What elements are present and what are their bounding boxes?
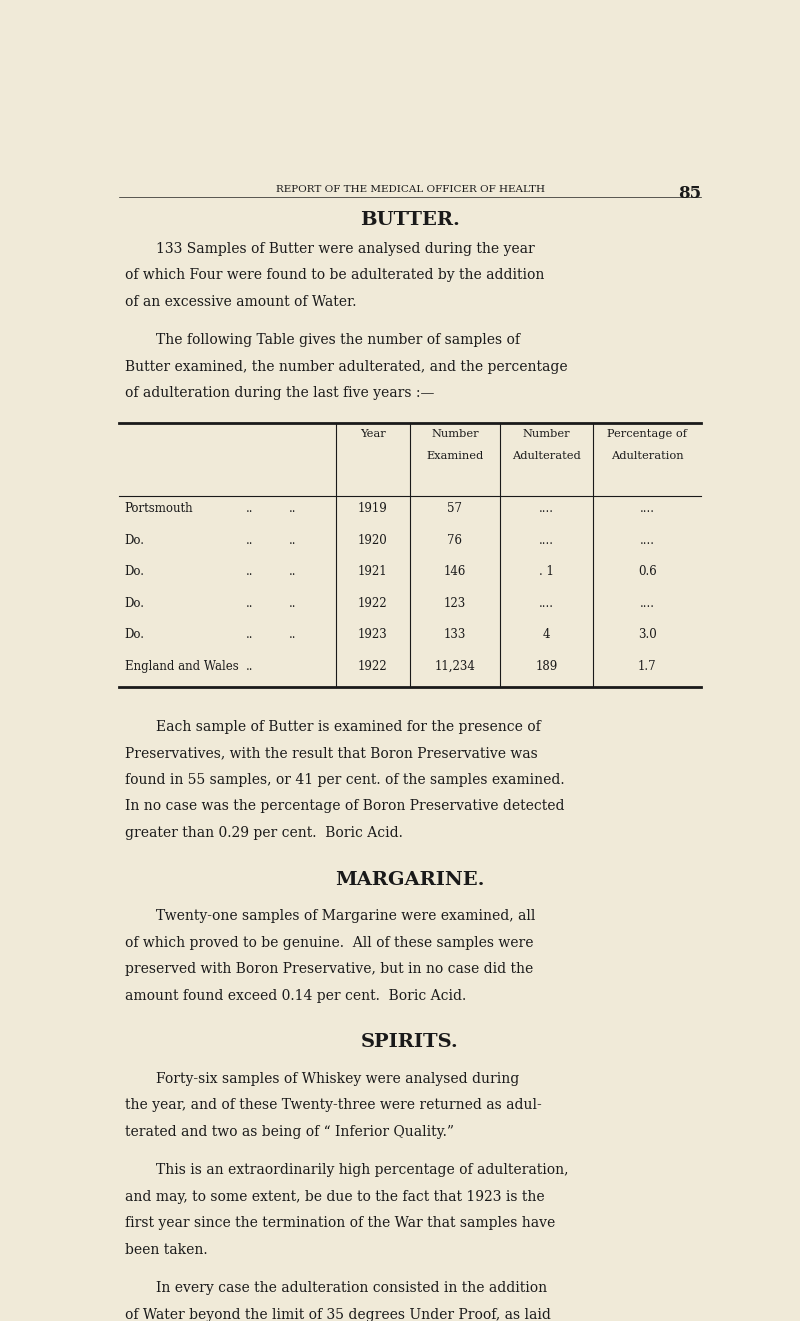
- Text: This is an extraordinarily high percentage of adulteration,: This is an extraordinarily high percenta…: [156, 1164, 568, 1177]
- Text: and may, to some extent, be due to the fact that 1923 is the: and may, to some extent, be due to the f…: [125, 1190, 545, 1203]
- Text: of which proved to be genuine.  All of these samples were: of which proved to be genuine. All of th…: [125, 935, 534, 950]
- Text: 0.6: 0.6: [638, 565, 657, 579]
- Text: The following Table gives the number of samples of: The following Table gives the number of …: [156, 333, 520, 347]
- Text: preserved with Boron Preservative, but in no case did the: preserved with Boron Preservative, but i…: [125, 962, 533, 976]
- Text: 133: 133: [444, 629, 466, 642]
- Text: REPORT OF THE MEDICAL OFFICER OF HEALTH: REPORT OF THE MEDICAL OFFICER OF HEALTH: [275, 185, 545, 194]
- Text: 85: 85: [678, 185, 702, 202]
- Text: Adulterated: Adulterated: [512, 452, 581, 461]
- Text: the year, and of these Twenty-three were returned as adul-: the year, and of these Twenty-three were…: [125, 1098, 542, 1112]
- Text: Do.: Do.: [125, 534, 145, 547]
- Text: ....: ....: [640, 534, 654, 547]
- Text: BUTTER.: BUTTER.: [360, 211, 460, 230]
- Text: ..: ..: [246, 660, 253, 672]
- Text: ..: ..: [246, 502, 253, 515]
- Text: ....: ....: [539, 534, 554, 547]
- Text: ..: ..: [246, 597, 253, 610]
- Text: 3.0: 3.0: [638, 629, 657, 642]
- Text: 146: 146: [444, 565, 466, 579]
- Text: ..: ..: [289, 565, 297, 579]
- Text: ..: ..: [289, 502, 297, 515]
- Text: first year since the termination of the War that samples have: first year since the termination of the …: [125, 1217, 555, 1230]
- Text: SPIRITS.: SPIRITS.: [361, 1033, 459, 1052]
- Text: England and Wales: England and Wales: [125, 660, 238, 672]
- Text: of which Four were found to be adulterated by the addition: of which Four were found to be adulterat…: [125, 268, 544, 283]
- Text: of Water beyond the limit of 35 degrees Under Proof, as laid: of Water beyond the limit of 35 degrees …: [125, 1308, 550, 1321]
- Text: ..: ..: [289, 629, 297, 642]
- Text: Forty-six samples of Whiskey were analysed during: Forty-six samples of Whiskey were analys…: [156, 1071, 519, 1086]
- Text: Butter examined, the number adulterated, and the percentage: Butter examined, the number adulterated,…: [125, 359, 567, 374]
- Text: Portsmouth: Portsmouth: [125, 502, 194, 515]
- Text: of an excessive amount of Water.: of an excessive amount of Water.: [125, 295, 356, 309]
- Text: 1922: 1922: [358, 597, 388, 610]
- Text: 133 Samples of Butter were analysed during the year: 133 Samples of Butter were analysed duri…: [156, 242, 534, 256]
- Text: 57: 57: [447, 502, 462, 515]
- Text: MARGARINE.: MARGARINE.: [335, 871, 485, 889]
- Text: ....: ....: [640, 502, 654, 515]
- Text: ....: ....: [539, 597, 554, 610]
- Text: ..: ..: [246, 565, 253, 579]
- Text: 1921: 1921: [358, 565, 388, 579]
- Text: In every case the adulteration consisted in the addition: In every case the adulteration consisted…: [156, 1281, 547, 1296]
- Text: Percentage of: Percentage of: [607, 429, 687, 439]
- Text: 1919: 1919: [358, 502, 388, 515]
- Text: Do.: Do.: [125, 629, 145, 642]
- Text: been taken.: been taken.: [125, 1243, 207, 1256]
- Text: Do.: Do.: [125, 597, 145, 610]
- Text: Year: Year: [360, 429, 386, 439]
- Text: 76: 76: [447, 534, 462, 547]
- Text: 1923: 1923: [358, 629, 388, 642]
- Text: . 1: . 1: [539, 565, 554, 579]
- Text: Do.: Do.: [125, 565, 145, 579]
- Text: Twenty-one samples of Margarine were examined, all: Twenty-one samples of Margarine were exa…: [156, 909, 535, 923]
- Text: greater than 0.29 per cent.  Boric Acid.: greater than 0.29 per cent. Boric Acid.: [125, 826, 402, 840]
- Text: ..: ..: [289, 534, 297, 547]
- Text: 1920: 1920: [358, 534, 388, 547]
- Text: Preservatives, with the result that Boron Preservative was: Preservatives, with the result that Boro…: [125, 746, 538, 761]
- Text: 123: 123: [444, 597, 466, 610]
- Text: 4: 4: [542, 629, 550, 642]
- Text: ....: ....: [640, 597, 654, 610]
- Text: Number: Number: [522, 429, 570, 439]
- Text: amount found exceed 0.14 per cent.  Boric Acid.: amount found exceed 0.14 per cent. Boric…: [125, 988, 466, 1003]
- Text: 189: 189: [535, 660, 558, 672]
- Text: Adulteration: Adulteration: [611, 452, 683, 461]
- Text: of adulteration during the last five years :—: of adulteration during the last five yea…: [125, 386, 434, 400]
- Text: 1.7: 1.7: [638, 660, 657, 672]
- Text: ..: ..: [289, 597, 297, 610]
- Text: Examined: Examined: [426, 452, 483, 461]
- Text: ..: ..: [246, 629, 253, 642]
- Text: found in 55 samples, or 41 per cent. of the samples examined.: found in 55 samples, or 41 per cent. of …: [125, 773, 565, 787]
- Text: Each sample of Butter is examined for the presence of: Each sample of Butter is examined for th…: [156, 720, 541, 734]
- Text: ..: ..: [246, 534, 253, 547]
- Text: ....: ....: [539, 502, 554, 515]
- Text: terated and two as being of “ Inferior Quality.”: terated and two as being of “ Inferior Q…: [125, 1125, 454, 1139]
- Text: In no case was the percentage of Boron Preservative detected: In no case was the percentage of Boron P…: [125, 799, 564, 814]
- Text: 11,234: 11,234: [434, 660, 475, 672]
- Text: 1922: 1922: [358, 660, 388, 672]
- Text: Number: Number: [431, 429, 478, 439]
